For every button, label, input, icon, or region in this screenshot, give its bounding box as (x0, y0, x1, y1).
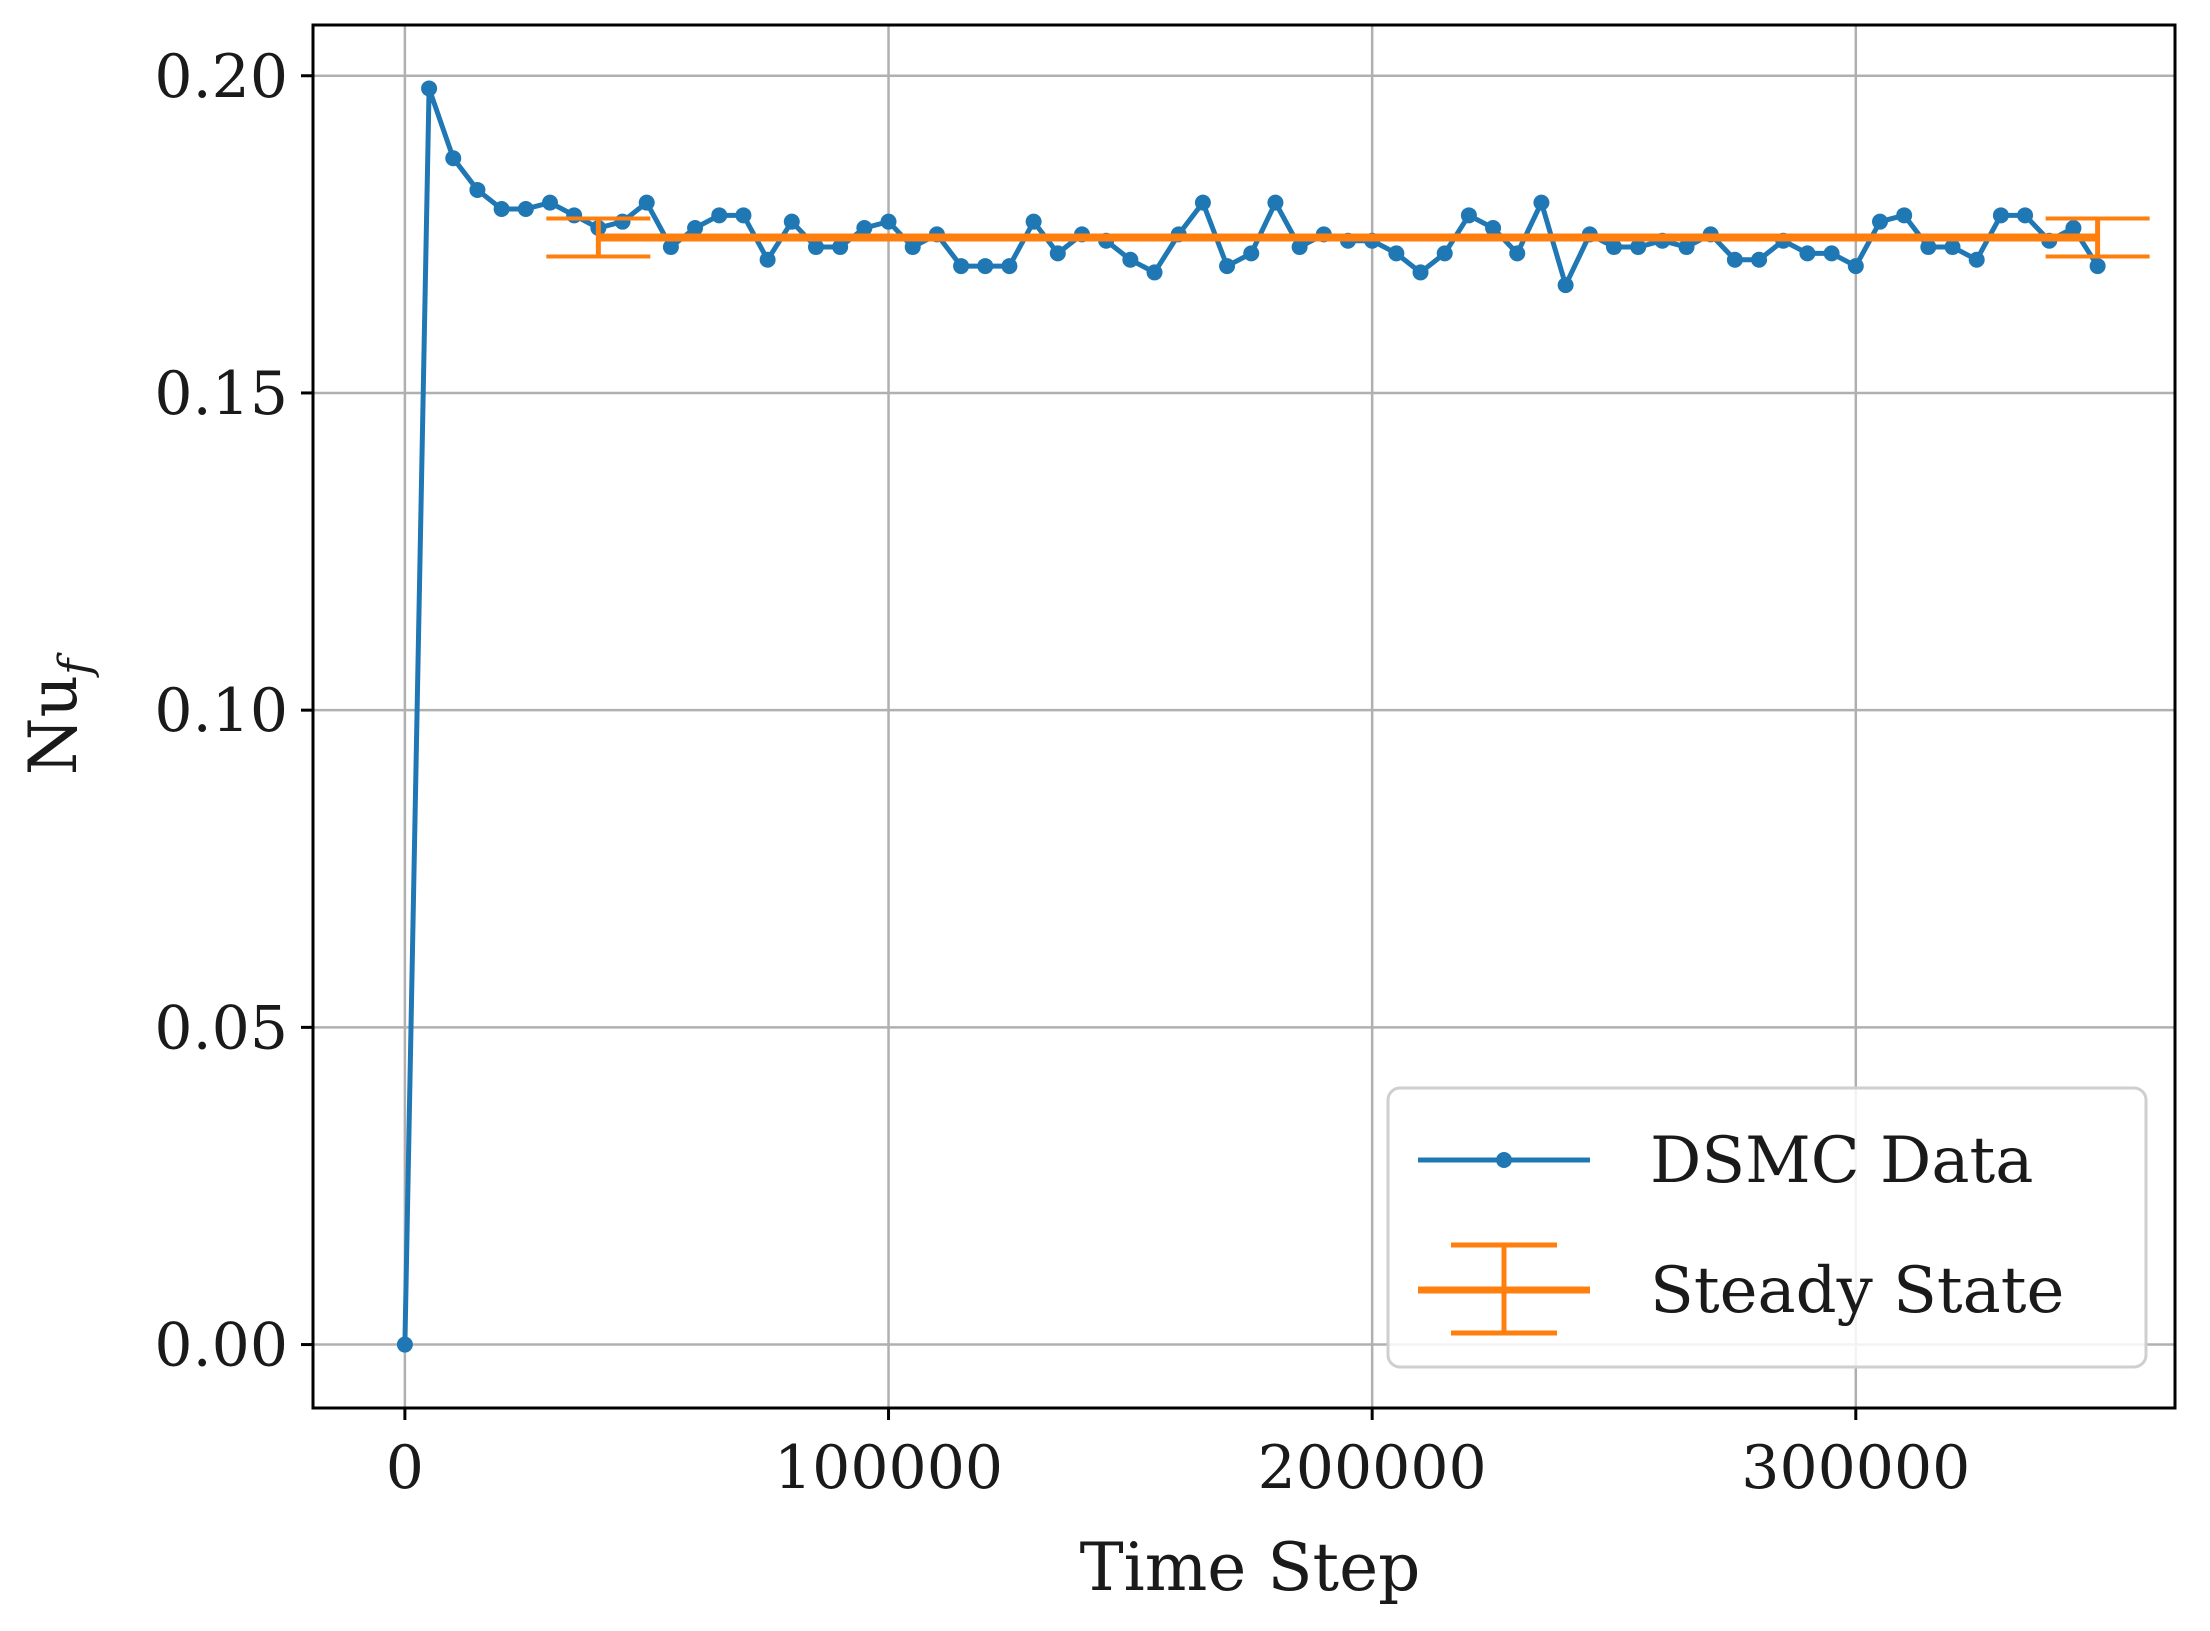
dsmc-data-point (880, 213, 897, 230)
dsmc-data-point (445, 150, 462, 167)
dsmc-data-point (1049, 245, 1066, 262)
dsmc-data-point (1799, 245, 1816, 262)
dsmc-data-point (1605, 239, 1622, 256)
dsmc-data-point (2089, 258, 2106, 275)
dsmc-data-point (832, 239, 849, 256)
legend-dsmc-marker-icon (1496, 1152, 1512, 1168)
dsmc-data-point (1557, 277, 1574, 294)
dsmc-data-point (2017, 207, 2034, 224)
dsmc-data-point (1291, 239, 1308, 256)
dsmc-data-point (1992, 207, 2009, 224)
dsmc-data-point (1001, 258, 1018, 275)
dsmc-data-point (1678, 239, 1695, 256)
x-tick-label: 0 (386, 1433, 424, 1503)
dsmc-data-point (566, 207, 583, 224)
dsmc-data-point (1243, 245, 1260, 262)
x-tick-label: 100000 (774, 1433, 1003, 1503)
dsmc-data-point (1920, 239, 1937, 256)
dsmc-data-point (977, 258, 994, 275)
legend-label-steady-state: Steady State (1650, 1254, 2064, 1328)
dsmc-data-point (421, 80, 438, 97)
dsmc-data-point (396, 1336, 413, 1353)
dsmc-data-point (1630, 239, 1647, 256)
dsmc-data-point (1751, 251, 1768, 268)
dsmc-data-point (662, 239, 679, 256)
dsmc-data-point (1726, 251, 1743, 268)
x-tick-label: 300000 (1741, 1433, 1970, 1503)
dsmc-data-point (1388, 245, 1405, 262)
dsmc-data-point (735, 207, 752, 224)
dsmc-data-point (1968, 251, 1985, 268)
dsmc-data-point (1944, 239, 1961, 256)
y-tick-label: 0.20 (154, 42, 288, 112)
dsmc-data-point (783, 213, 800, 230)
dsmc-data-point (1146, 264, 1163, 281)
dsmc-data-point (2065, 220, 2082, 237)
dsmc-data-point (1122, 251, 1139, 268)
dsmc-data-point (856, 220, 873, 237)
dsmc-data-point (1412, 264, 1429, 281)
grid (313, 25, 2175, 1408)
dsmc-data-point (1896, 207, 1913, 224)
x-axis-label: Time Step (1080, 1529, 1421, 1606)
dsmc-data-point (469, 181, 486, 198)
dsmc-data-point (759, 251, 776, 268)
x-tick-label: 200000 (1258, 1433, 1487, 1503)
y-tick-label: 0.10 (154, 676, 288, 746)
dsmc-data-point (1871, 213, 1888, 230)
dsmc-data-point (1267, 194, 1284, 211)
dsmc-data-point (1823, 245, 1840, 262)
y-tick-label: 0.15 (154, 359, 288, 429)
dsmc-data-point (953, 258, 970, 275)
dsmc-data-point (1436, 245, 1453, 262)
dsmc-data-point (1847, 258, 1864, 275)
y-tick-label: 0.00 (154, 1311, 288, 1381)
axis-ticks: 0 100000 200000 300000 0.00 0.05 0.10 0.15 0.20 (154, 42, 1970, 1503)
dsmc-data-point (541, 194, 558, 211)
dsmc-data-point (1025, 213, 1042, 230)
dsmc-data-point (1219, 258, 1236, 275)
y-axis-label-main: Nu (15, 675, 92, 775)
plot-frame (311, 23, 2177, 1410)
dsmc-data-point (904, 239, 921, 256)
dsmc-data-point (493, 200, 510, 217)
dsmc-data-point (687, 220, 704, 237)
dsmc-data-point (614, 213, 631, 230)
dsmc-data-point (1485, 220, 1502, 237)
legend-label-dsmc: DSMC Data (1650, 1124, 2033, 1198)
legend: DSMC Data Steady State (1386, 1086, 2148, 1369)
dsmc-data-point (638, 194, 655, 211)
dsmc-data-point (1194, 194, 1211, 211)
dsmc-data-point (517, 200, 534, 217)
dsmc-data-point (1460, 207, 1477, 224)
dsmc-data-point (711, 207, 728, 224)
dsmc-data-point (1509, 245, 1526, 262)
y-axis-label: Nuf (15, 652, 101, 775)
dsmc-data-point (807, 239, 824, 256)
y-tick-label: 0.05 (154, 993, 288, 1063)
plot-series (396, 80, 2150, 1353)
dsmc-data-point (1533, 194, 1550, 211)
